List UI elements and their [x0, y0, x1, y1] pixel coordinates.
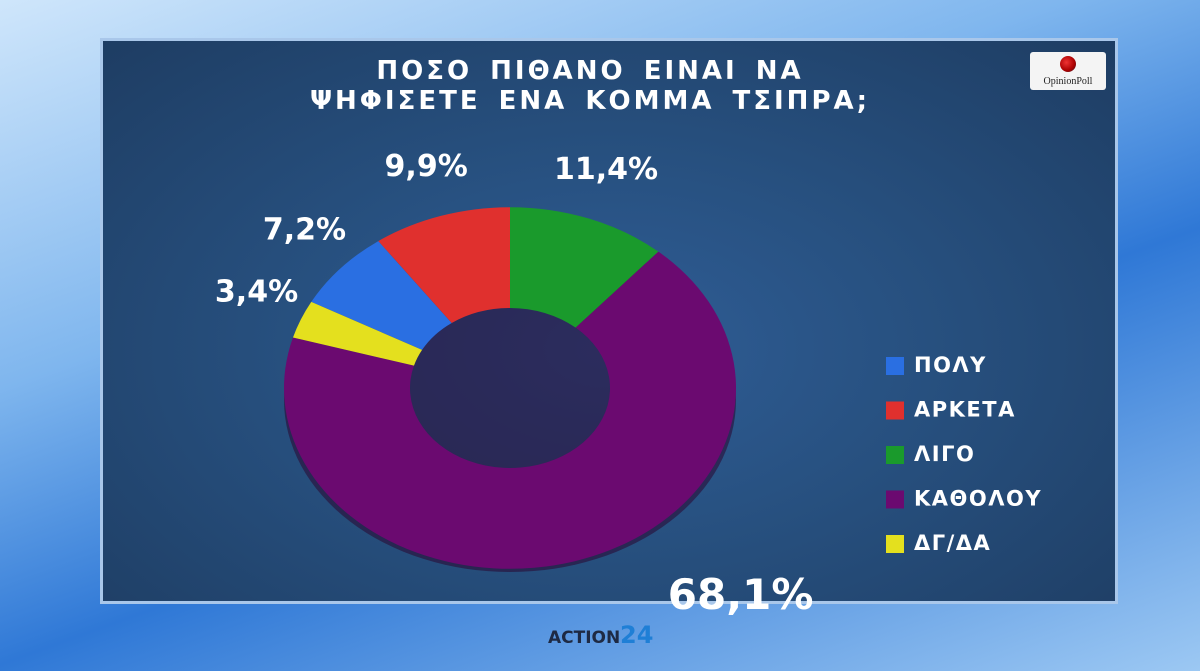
legend-label: ΚΑΘΟΛΟΥ [914, 487, 1042, 511]
data-label: 7,2% [263, 213, 346, 248]
data-label: 68,1% [668, 570, 814, 619]
legend-swatch [886, 357, 904, 375]
data-label: 11,4% [554, 152, 658, 187]
donut-slice [311, 241, 452, 350]
data-label: 3,4% [215, 274, 298, 309]
legend-label: ΛΙΓΟ [914, 442, 975, 466]
legend-label: ΠΟΛΥ [914, 353, 987, 377]
legend-label: ΔΓ/ΔΑ [914, 531, 991, 555]
donut-slice [378, 207, 510, 323]
legend-swatch [886, 446, 904, 464]
channel-logo: ACTION [548, 628, 621, 648]
donut-slice [510, 207, 659, 328]
legend-label: ΑΡΚΕΤΑ [914, 398, 1016, 422]
legend-swatch [886, 401, 904, 420]
data-label: 9,9% [385, 149, 468, 184]
channel-number: 24 [620, 621, 654, 649]
legend-swatch [886, 535, 904, 553]
donut-slice [292, 301, 423, 366]
donut-slice [283, 251, 736, 569]
legend-swatch [886, 490, 904, 509]
poll-logo: OpinionPoll [1030, 52, 1106, 90]
chart-title: ΠΟΣΟ ΠΙΘΑΝΟ ΕΙΝΑΙ ΝΑ ΨΗΦΙΣΕΤΕ ΕΝΑ ΚΟΜΜΑ … [309, 56, 871, 116]
